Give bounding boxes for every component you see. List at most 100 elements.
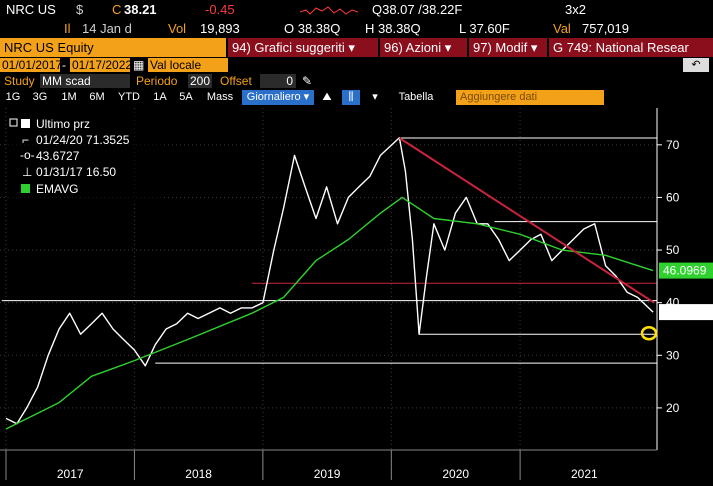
last-price-badge-bg [659, 304, 713, 321]
close-price: 38.21 [124, 2, 157, 17]
series-line-ultimo-prz [5, 137, 654, 425]
offset-label: Offset [220, 74, 252, 88]
y-tick-label: 50 [666, 243, 680, 257]
horizontal-levels [1, 137, 657, 364]
chart-grid [0, 108, 657, 480]
legend-label-avg: 43.6727 [36, 149, 80, 163]
period-button[interactable]: 1M [61, 91, 77, 103]
period-button[interactable]: Mass [206, 91, 234, 103]
y-tick-label: 30 [666, 348, 680, 362]
pencil-icon[interactable]: ✎ [302, 74, 313, 88]
vol-label: Vol [168, 21, 187, 36]
study-bar: Study MM scad Periodo 200 Offset 0 ✎ [0, 74, 713, 89]
ticker-bar-2: Il 14 Jan d Vol 19,893 O 38.38Q H 38.38Q… [0, 19, 713, 38]
volume-value: 19,893 [200, 21, 240, 36]
currency-label: $ [76, 2, 84, 17]
actions-menu[interactable]: 96) Azioni ▾ [380, 38, 467, 57]
title-bar: NRC US Equity 94) Grafici suggeriti ▾ 96… [0, 38, 713, 57]
frequency-dropdown[interactable]: Giornaliero ▾ [242, 90, 314, 105]
chart-legend: Ultimo prz ⌐ 01/24/20 71.3525 -o- 43.672… [8, 112, 162, 202]
quote-date: 14 Jan d [82, 21, 132, 36]
chevron-down-icon: ▾ [303, 91, 310, 103]
x-tick-label: 2020 [442, 467, 469, 481]
period-toolbar: 1G 3G 1M 6M YTD 1A 5A Mass Giornaliero ▾… [0, 90, 713, 105]
legend-label-price: Ultimo prz [36, 117, 90, 131]
ema-value-badge: 46.0969 [663, 264, 707, 278]
add-data-input[interactable]: Aggiungere dati [456, 90, 604, 105]
legend-low-marker: ⊥ [22, 165, 32, 179]
date-range-bar: 01/01/2017 - 01/17/2022 ▦ Val locale ↶ [0, 58, 713, 73]
val-label: Val [553, 21, 571, 36]
low-value: L 37.60F [459, 21, 510, 36]
value-badges: 46.0969 38.21 [640, 262, 713, 341]
calendar-icon[interactable]: ▦ [133, 58, 145, 72]
high-value: H 38.38Q [365, 21, 421, 36]
currency-mode-field[interactable]: Val locale [148, 58, 228, 72]
frequency-label: Giornaliero [246, 91, 301, 103]
legend-high-marker: ⌐ [22, 133, 29, 147]
table-button[interactable]: Tabella [398, 91, 434, 103]
start-date-field[interactable]: 01/01/2017 [0, 58, 60, 72]
date-separator: - [62, 58, 66, 72]
actions-label: 96) Azioni [384, 40, 442, 55]
period-button[interactable]: YTD [118, 91, 140, 103]
series-line-emavg [5, 196, 654, 430]
end-date-field[interactable]: 01/17/2022 [70, 58, 130, 72]
y-tick-label: 20 [666, 401, 680, 415]
period-button[interactable]: 1G [5, 91, 21, 103]
x-tick-label: 2017 [57, 467, 84, 481]
x-tick-label: 2018 [185, 467, 212, 481]
edit-label: 97) Modif [473, 40, 528, 55]
x-tick-label: 2019 [314, 467, 341, 481]
chevron-down-icon: ▾ [348, 40, 355, 55]
legend-swatch-ema [21, 184, 30, 193]
legend-avg-marker: -o- [20, 148, 35, 162]
period-input[interactable]: 200 [188, 74, 212, 88]
period-button[interactable]: 1A [153, 91, 167, 103]
legend-label-high: 01/24/20 71.3525 [36, 133, 130, 147]
undo-icon[interactable]: ↶ [683, 58, 709, 72]
last-price-badge: 38.21 [663, 305, 693, 319]
legend-label-ema: EMAVG [36, 182, 78, 196]
period-button[interactable]: 3G [32, 91, 48, 103]
open-value: O 38.38Q [284, 21, 341, 36]
offset-input[interactable]: 0 [260, 74, 296, 88]
chart-name-menu[interactable]: G 749: National Resear [549, 38, 713, 57]
highlight-circle [640, 325, 658, 341]
legend-label-low: 01/31/17 16.50 [36, 165, 116, 179]
layout-indicator: 3x2 [565, 2, 586, 17]
legend-background [8, 112, 162, 202]
period-button[interactable]: 6M [89, 91, 105, 103]
close-label: C [112, 2, 122, 17]
edit-menu[interactable]: 97) Modif ▾ [469, 38, 547, 57]
study-label: Study [4, 74, 35, 88]
security-field[interactable]: NRC US Equity [0, 38, 226, 57]
study-select[interactable]: MM scad [40, 74, 130, 88]
legend-toggle-icon[interactable] [9, 118, 18, 127]
series-line-trend [398, 137, 655, 304]
period-label: Periodo [136, 74, 178, 88]
chart-series [5, 137, 655, 430]
candlestick-icon[interactable]: ⫼ [342, 90, 360, 105]
line-chart-icon[interactable]: ⛰ [322, 91, 332, 103]
suggested-charts-menu[interactable]: 94) Grafici suggeriti ▾ [228, 38, 378, 57]
chevron-down-icon: ▾ [530, 40, 538, 55]
x-tick-label: 2021 [571, 467, 598, 481]
legend-swatch-price [21, 119, 30, 128]
price-change: -0.45 [205, 2, 235, 17]
y-tick-label: 60 [666, 190, 680, 204]
bid-ask-quote: Q38.07 /38.22F [372, 2, 463, 17]
chevron-down-icon[interactable]: ▾ [372, 91, 378, 103]
ema-value-badge-bg [659, 262, 713, 279]
period-button[interactable]: 5A [179, 91, 193, 103]
il-label: Il [64, 21, 71, 36]
y-tick-label: 70 [666, 138, 680, 152]
ticker-symbol[interactable]: NRC US [6, 2, 56, 17]
intraday-sparkline [300, 6, 358, 15]
suggested-charts-label: 94) Grafici suggeriti [232, 40, 345, 55]
ticker-bar: NRC US $ C 38.21 -0.45 Q38.07 /38.22F 3x… [0, 0, 713, 19]
chevron-down-icon: ▾ [444, 40, 452, 55]
val-value: 757,019 [582, 21, 629, 36]
